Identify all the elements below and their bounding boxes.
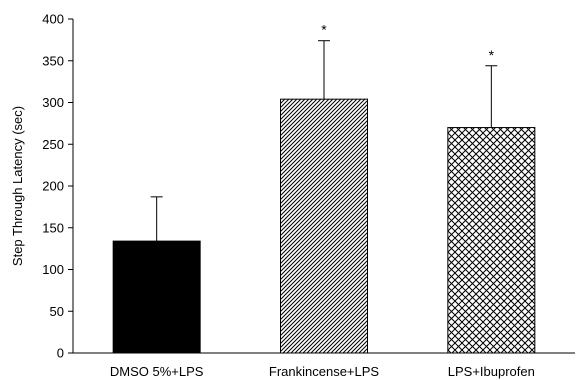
x-tick-label: Frankincense+LPS	[269, 364, 380, 379]
significance-marks: **	[321, 22, 494, 63]
y-tick-label: 300	[42, 95, 64, 110]
y-tick-label: 150	[42, 220, 64, 235]
significance-asterisk: *	[321, 22, 327, 38]
y-tick-label: 400	[42, 12, 64, 27]
y-tick-label: 100	[42, 262, 64, 277]
y-axis-title: Step Through Latency (sec)	[10, 106, 25, 266]
y-tick-label: 50	[50, 304, 64, 319]
significance-asterisk: *	[489, 47, 495, 63]
x-tick-label: LPS+Ibuprofen	[448, 364, 535, 379]
x-tick-label: DMSO 5%+LPS	[110, 364, 204, 379]
bar	[112, 240, 201, 354]
y-tick-label: 200	[42, 179, 64, 194]
bar	[280, 98, 368, 354]
x-axis-labels: DMSO 5%+LPS Frankincense+LPS LPS+Ibuprofen	[110, 364, 535, 379]
y-tick-label: 250	[42, 137, 64, 152]
axes	[72, 19, 575, 354]
bars	[112, 98, 536, 354]
y-tick-label: 350	[42, 53, 64, 68]
bar	[447, 127, 536, 354]
error-bars	[150, 40, 498, 242]
y-axis-ticks: 0 50 100 150 200 250 300 350 400	[42, 12, 73, 361]
y-tick-label: 0	[57, 346, 64, 361]
